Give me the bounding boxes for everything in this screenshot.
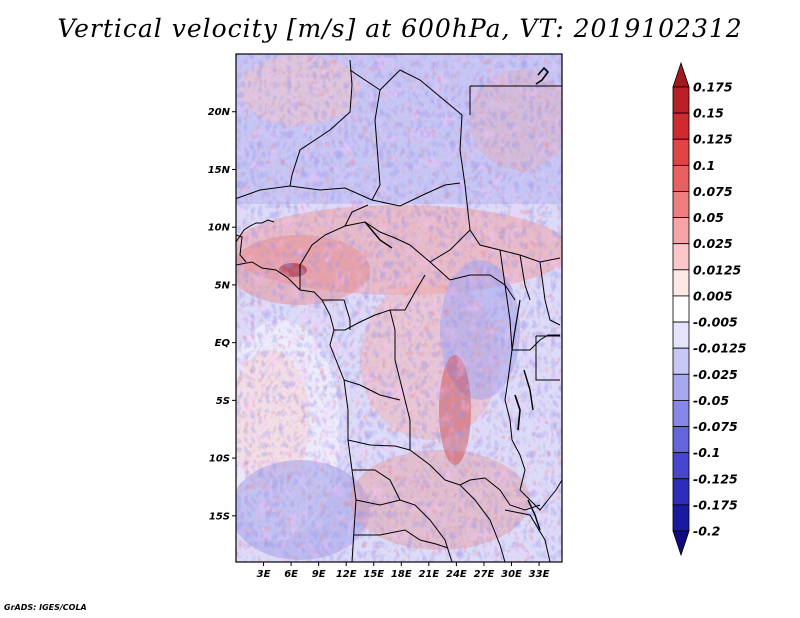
colorbar-label: -0.005 xyxy=(693,315,738,330)
colorbar-label: 0.075 xyxy=(693,184,733,199)
longitude-axis: 3E 6E 9E 12E 15E 18E 21E 24E 27E 30E 33E xyxy=(257,562,550,580)
colorbar-label: 0.05 xyxy=(693,210,724,225)
lat-tick-label: EQ xyxy=(215,338,231,349)
colorbar-swatch xyxy=(672,321,690,349)
colorbar-label: 0.005 xyxy=(693,288,733,303)
colorbar-label: -0.2 xyxy=(693,524,720,539)
colorbar-label: -0.1 xyxy=(693,445,720,460)
latitude-axis: 20N 15N 10N 5N EQ 5S 10S 15S xyxy=(208,107,236,522)
lat-tick-label: 15S xyxy=(209,511,230,522)
colorbar-swatch xyxy=(672,347,690,375)
colorbar-label: 0.175 xyxy=(693,80,733,95)
lat-tick-label: 5N xyxy=(215,280,231,291)
lon-tick-label: 12E xyxy=(336,569,357,580)
lat-tick-label: 20N xyxy=(208,107,231,118)
colorbar-swatch xyxy=(672,373,690,401)
colorbar-swatch xyxy=(672,217,690,245)
colorbar-swatch xyxy=(672,243,690,271)
colorbar-label: -0.175 xyxy=(693,497,738,512)
colorbar-label: 0.15 xyxy=(693,106,724,121)
colorbar-swatch xyxy=(672,191,690,218)
colorbar-swatch xyxy=(672,61,690,88)
colorbar-swatch xyxy=(672,269,690,297)
lat-tick-label: 5S xyxy=(216,396,230,407)
grads-credit: GrADS: IGES/COLA xyxy=(4,603,87,612)
lon-tick-label: 33E xyxy=(529,569,550,580)
colorbar-label: -0.125 xyxy=(693,471,738,486)
colorbar-label: 0.0125 xyxy=(693,262,742,277)
colorbar-swatch xyxy=(672,86,690,114)
colorbar-label: -0.05 xyxy=(693,393,729,408)
colorbar-swatch xyxy=(672,452,690,480)
lat-tick-label: 15N xyxy=(208,165,231,176)
lon-tick-label: 30E xyxy=(501,569,522,580)
lat-tick-label: 10N xyxy=(208,223,231,234)
vertical-velocity-field xyxy=(236,54,562,562)
colorbar-label: 0.125 xyxy=(693,132,733,147)
country-borders xyxy=(236,59,562,562)
colorbar-swatch xyxy=(672,295,690,323)
lon-tick-label: 18E xyxy=(391,569,412,580)
colorbar-label: 0.025 xyxy=(693,236,733,251)
lat-tick-label: 10S xyxy=(209,454,230,465)
colorbar-swatch xyxy=(672,138,690,166)
lon-tick-label: 6E xyxy=(284,569,298,580)
lon-tick-label: 24E xyxy=(446,569,467,580)
colorbar-swatch xyxy=(672,112,690,140)
lon-tick-label: 9E xyxy=(312,569,326,580)
colorbar-swatch xyxy=(672,164,690,192)
colorbar-label: -0.0125 xyxy=(693,341,747,356)
map-title: Vertical velocity [m/s] at 600hPa, VT: 2… xyxy=(57,14,743,43)
colorbar-label: -0.025 xyxy=(693,367,738,382)
lon-tick-label: 15E xyxy=(363,569,384,580)
colorbar-swatch xyxy=(672,504,690,532)
lon-tick-label: 21E xyxy=(418,569,439,580)
map-frame xyxy=(235,53,563,563)
lon-tick-label: 3E xyxy=(257,569,271,580)
colorbar-label: -0.075 xyxy=(693,419,738,434)
colorbar: 0.175 0.15 0.125 0.1 0.075 0.05 0.025 0.0125 0.0… xyxy=(672,61,747,557)
colorbar-swatch xyxy=(672,426,690,454)
colorbar-label: 0.1 xyxy=(693,158,715,173)
colorbar-swatch xyxy=(672,400,690,427)
colorbar-swatch xyxy=(672,478,690,506)
lon-tick-label: 27E xyxy=(474,569,495,580)
colorbar-swatch xyxy=(672,530,690,557)
